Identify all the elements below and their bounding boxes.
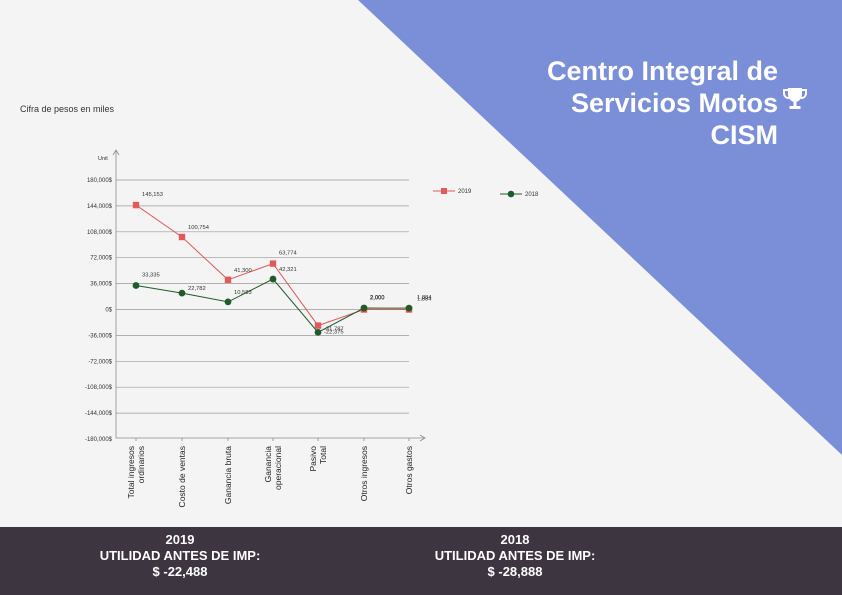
data-label-2018: 2,000: [370, 295, 385, 301]
x-tick-label: Ganancia bruta: [223, 446, 233, 504]
y-tick-label: -108,000$: [85, 385, 113, 391]
data-label-2018: 1,884: [417, 295, 432, 301]
y-tick-label: -180,000$: [85, 437, 113, 443]
legend-marker-2018: [507, 190, 515, 198]
data-point-2018: [269, 275, 277, 283]
x-tick-label: Pasivo: [308, 446, 318, 472]
summary-2019-year: 2019: [165, 532, 195, 547]
trophy-icon: [783, 88, 807, 109]
data-point-2018: [405, 304, 413, 312]
data-label-2019: -22,375: [324, 330, 344, 336]
data-label-2019: 63,774: [279, 251, 298, 257]
title-line-2: Servicios Motos: [570, 88, 778, 118]
page-title: Centro Integral de Servicios Motos CISM: [547, 55, 778, 151]
data-label-2018: 42,321: [279, 267, 297, 273]
y-tick-label: 108,000$: [87, 230, 113, 236]
data-point-2018: [132, 282, 140, 289]
line-chart: 180,000$ 144,000$ 108,000$ 72,000$ 36,000$ 0$…: [85, 149, 539, 507]
data-point-2018: [178, 289, 186, 297]
x-tick-label: Costo de ventas: [177, 446, 187, 507]
summary-2019-value: $ -22,488: [152, 564, 208, 579]
data-label-2019: 2,000: [370, 296, 385, 302]
data-label-2018: 10,583: [234, 290, 252, 296]
legend-marker-2019: [441, 188, 447, 194]
data-point-2018: [224, 298, 232, 306]
x-tick-label: Ganancia: [263, 446, 273, 483]
chart-caption: Cifra de pesos en miles: [20, 104, 115, 114]
series-line-2018: [135, 278, 410, 333]
data-label-2018: 22,782: [188, 286, 206, 292]
data-label-2019: 1,884: [417, 297, 432, 303]
data-label-2018: 33,335: [142, 273, 160, 279]
data-point-2019: [178, 233, 186, 241]
x-tick-label: Total: [318, 446, 328, 464]
data-point-2019: [269, 260, 277, 267]
y-axis-unit-label: Unit: [98, 156, 108, 162]
y-tick-label: -36,000$: [88, 333, 112, 339]
data-label-2019: 41,300: [234, 268, 252, 274]
legend-label-2019: 2019: [458, 189, 472, 195]
title-line-1: Centro Integral de: [546, 56, 778, 86]
x-tick-label: Otros ingresos: [359, 446, 369, 501]
title-line-3: CISM: [710, 120, 779, 150]
y-tick-label: 72,000$: [90, 256, 112, 262]
x-tick-label: Otros gastos: [404, 446, 414, 494]
y-tick-label: 180,000$: [87, 178, 113, 184]
y-tick-label: -72,000$: [88, 359, 112, 365]
y-tick-label: 144,000$: [87, 204, 113, 210]
y-tick-label: 36,000$: [90, 282, 112, 288]
data-point-2018: [360, 304, 368, 312]
data-point-2019: [132, 201, 140, 209]
data-point-2018: [314, 328, 322, 336]
x-tick-label: ordinarios: [136, 446, 146, 483]
x-tick-label: operacional: [273, 446, 283, 490]
y-axis-arrow: [112, 149, 120, 156]
summary-2019: 2019 UTILIDAD ANTES DE IMP: $ -22,488: [50, 532, 310, 580]
x-axis-arrow: [419, 434, 426, 442]
data-label-2019: 145,153: [142, 192, 163, 198]
summary-2018: 2018 UTILIDAD ANTES DE IMP: $ -28,888: [385, 532, 645, 580]
y-tick-label: 0$: [105, 308, 112, 314]
summary-2019-label: UTILIDAD ANTES DE IMP:: [99, 548, 261, 563]
summary-2018-year: 2018: [500, 532, 530, 547]
data-label-2018: -31,787: [324, 326, 344, 332]
summary-2018-value: $ -28,888: [487, 564, 543, 579]
data-point-2019: [314, 322, 322, 329]
summary-2018-label: UTILIDAD ANTES DE IMP:: [434, 548, 596, 563]
data-point-2019: [224, 276, 232, 283]
summary-footer: 2019 UTILIDAD ANTES DE IMP: $ -22,488 20…: [0, 527, 842, 595]
decorative-triangle: [358, 0, 842, 455]
legend-label-2018: 2018: [525, 192, 539, 198]
data-label-2019: 100,754: [188, 225, 210, 231]
x-tick-label: Total ingresos: [126, 446, 136, 498]
y-tick-label: -144,000$: [85, 411, 113, 417]
